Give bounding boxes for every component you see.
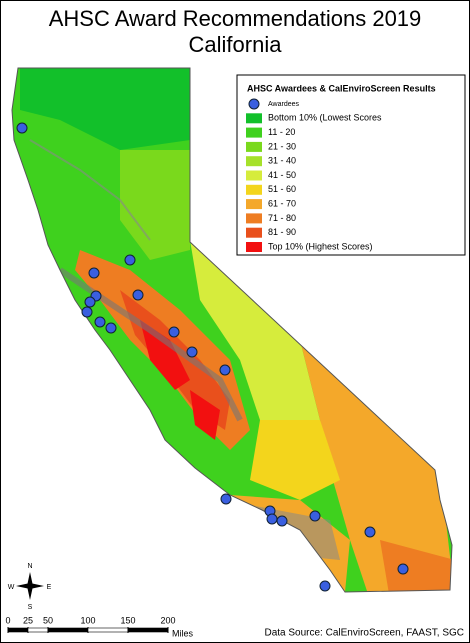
compass-n: N <box>27 563 32 570</box>
awardee-dot <box>397 563 409 575</box>
data-source: Data Source: CalEnviroScreen, FAAST, SGC <box>264 628 464 639</box>
legend-label: 61 - 70 <box>268 198 296 208</box>
compass-w: W <box>8 584 15 591</box>
legend-label: Bottom 10% (Lowest Scores <box>268 113 382 123</box>
legend-swatch <box>246 184 262 195</box>
awardee-dot <box>309 510 321 522</box>
legend-label: 71 - 80 <box>268 213 296 223</box>
legend-label: Top 10% (Highest Scores) <box>268 241 373 251</box>
legend-items: Awardees Bottom 10% (Lowest Scores 11 - 20… <box>246 98 382 252</box>
scale-segment <box>27 627 49 633</box>
awardee-layer <box>16 122 409 592</box>
legend-swatch <box>246 227 262 238</box>
awardee-dot <box>319 580 331 592</box>
scale-segment <box>47 627 89 633</box>
legend-label: 81 - 90 <box>268 227 296 237</box>
scale-label: 100 <box>80 615 95 625</box>
awardee-dot <box>16 122 28 134</box>
awardee-dot <box>132 289 144 301</box>
awardee-dot <box>94 316 106 328</box>
scale-segment <box>127 627 169 633</box>
awardee-dot <box>364 526 376 538</box>
legend-swatch <box>246 141 262 152</box>
state-outline <box>11 67 453 593</box>
awardee-dot <box>84 296 96 308</box>
legend-swatch <box>246 213 262 224</box>
scale-label: 0 <box>5 615 10 625</box>
legend-box <box>236 74 466 256</box>
legend-label: 31 - 40 <box>268 156 296 166</box>
legend-swatch <box>246 242 262 252</box>
legend-label: Awardees <box>268 101 300 108</box>
scale-label: 200 <box>160 615 175 625</box>
scale-segment <box>87 627 129 633</box>
legend-title: AHSC Awardees & CalEnviroScreen Results <box>247 83 436 93</box>
awardee-dot <box>88 267 100 279</box>
map-title: AHSC Award Recommendations 2019 <box>49 6 422 31</box>
scale-label: 25 <box>23 615 33 625</box>
legend-dot <box>248 98 260 110</box>
awardee-dot <box>168 326 180 338</box>
compass-e: E <box>47 584 52 591</box>
scale-label: 50 <box>43 615 53 625</box>
compass-s: S <box>28 604 33 611</box>
awardee-dot <box>81 306 93 318</box>
scale-label: 150 <box>120 615 135 625</box>
legend-label: 41 - 50 <box>268 170 296 180</box>
awardee-dot <box>124 254 136 266</box>
legend-swatch <box>246 127 262 138</box>
compass: N E S W <box>8 563 52 611</box>
awardee-dot <box>105 322 117 334</box>
scale-unit: Miles <box>172 628 194 638</box>
scale-segment <box>7 627 29 633</box>
awardee-dot <box>276 515 288 527</box>
legend-swatch <box>246 170 262 181</box>
legend-swatch <box>246 199 262 210</box>
awardee-dot <box>186 346 198 358</box>
scale-bar: 0 25 50 100 150 200 Miles <box>5 615 193 638</box>
awardee-dot <box>219 364 231 376</box>
legend-label: 11 - 20 <box>268 127 295 137</box>
legend-label: 21 - 30 <box>268 141 296 151</box>
legend-label: 51 - 60 <box>268 184 296 194</box>
map-subtitle: California <box>189 32 283 57</box>
awardee-dot <box>220 493 232 505</box>
awardee-dot <box>266 513 278 525</box>
legend-swatch <box>246 113 262 124</box>
legend-swatch <box>246 156 262 167</box>
